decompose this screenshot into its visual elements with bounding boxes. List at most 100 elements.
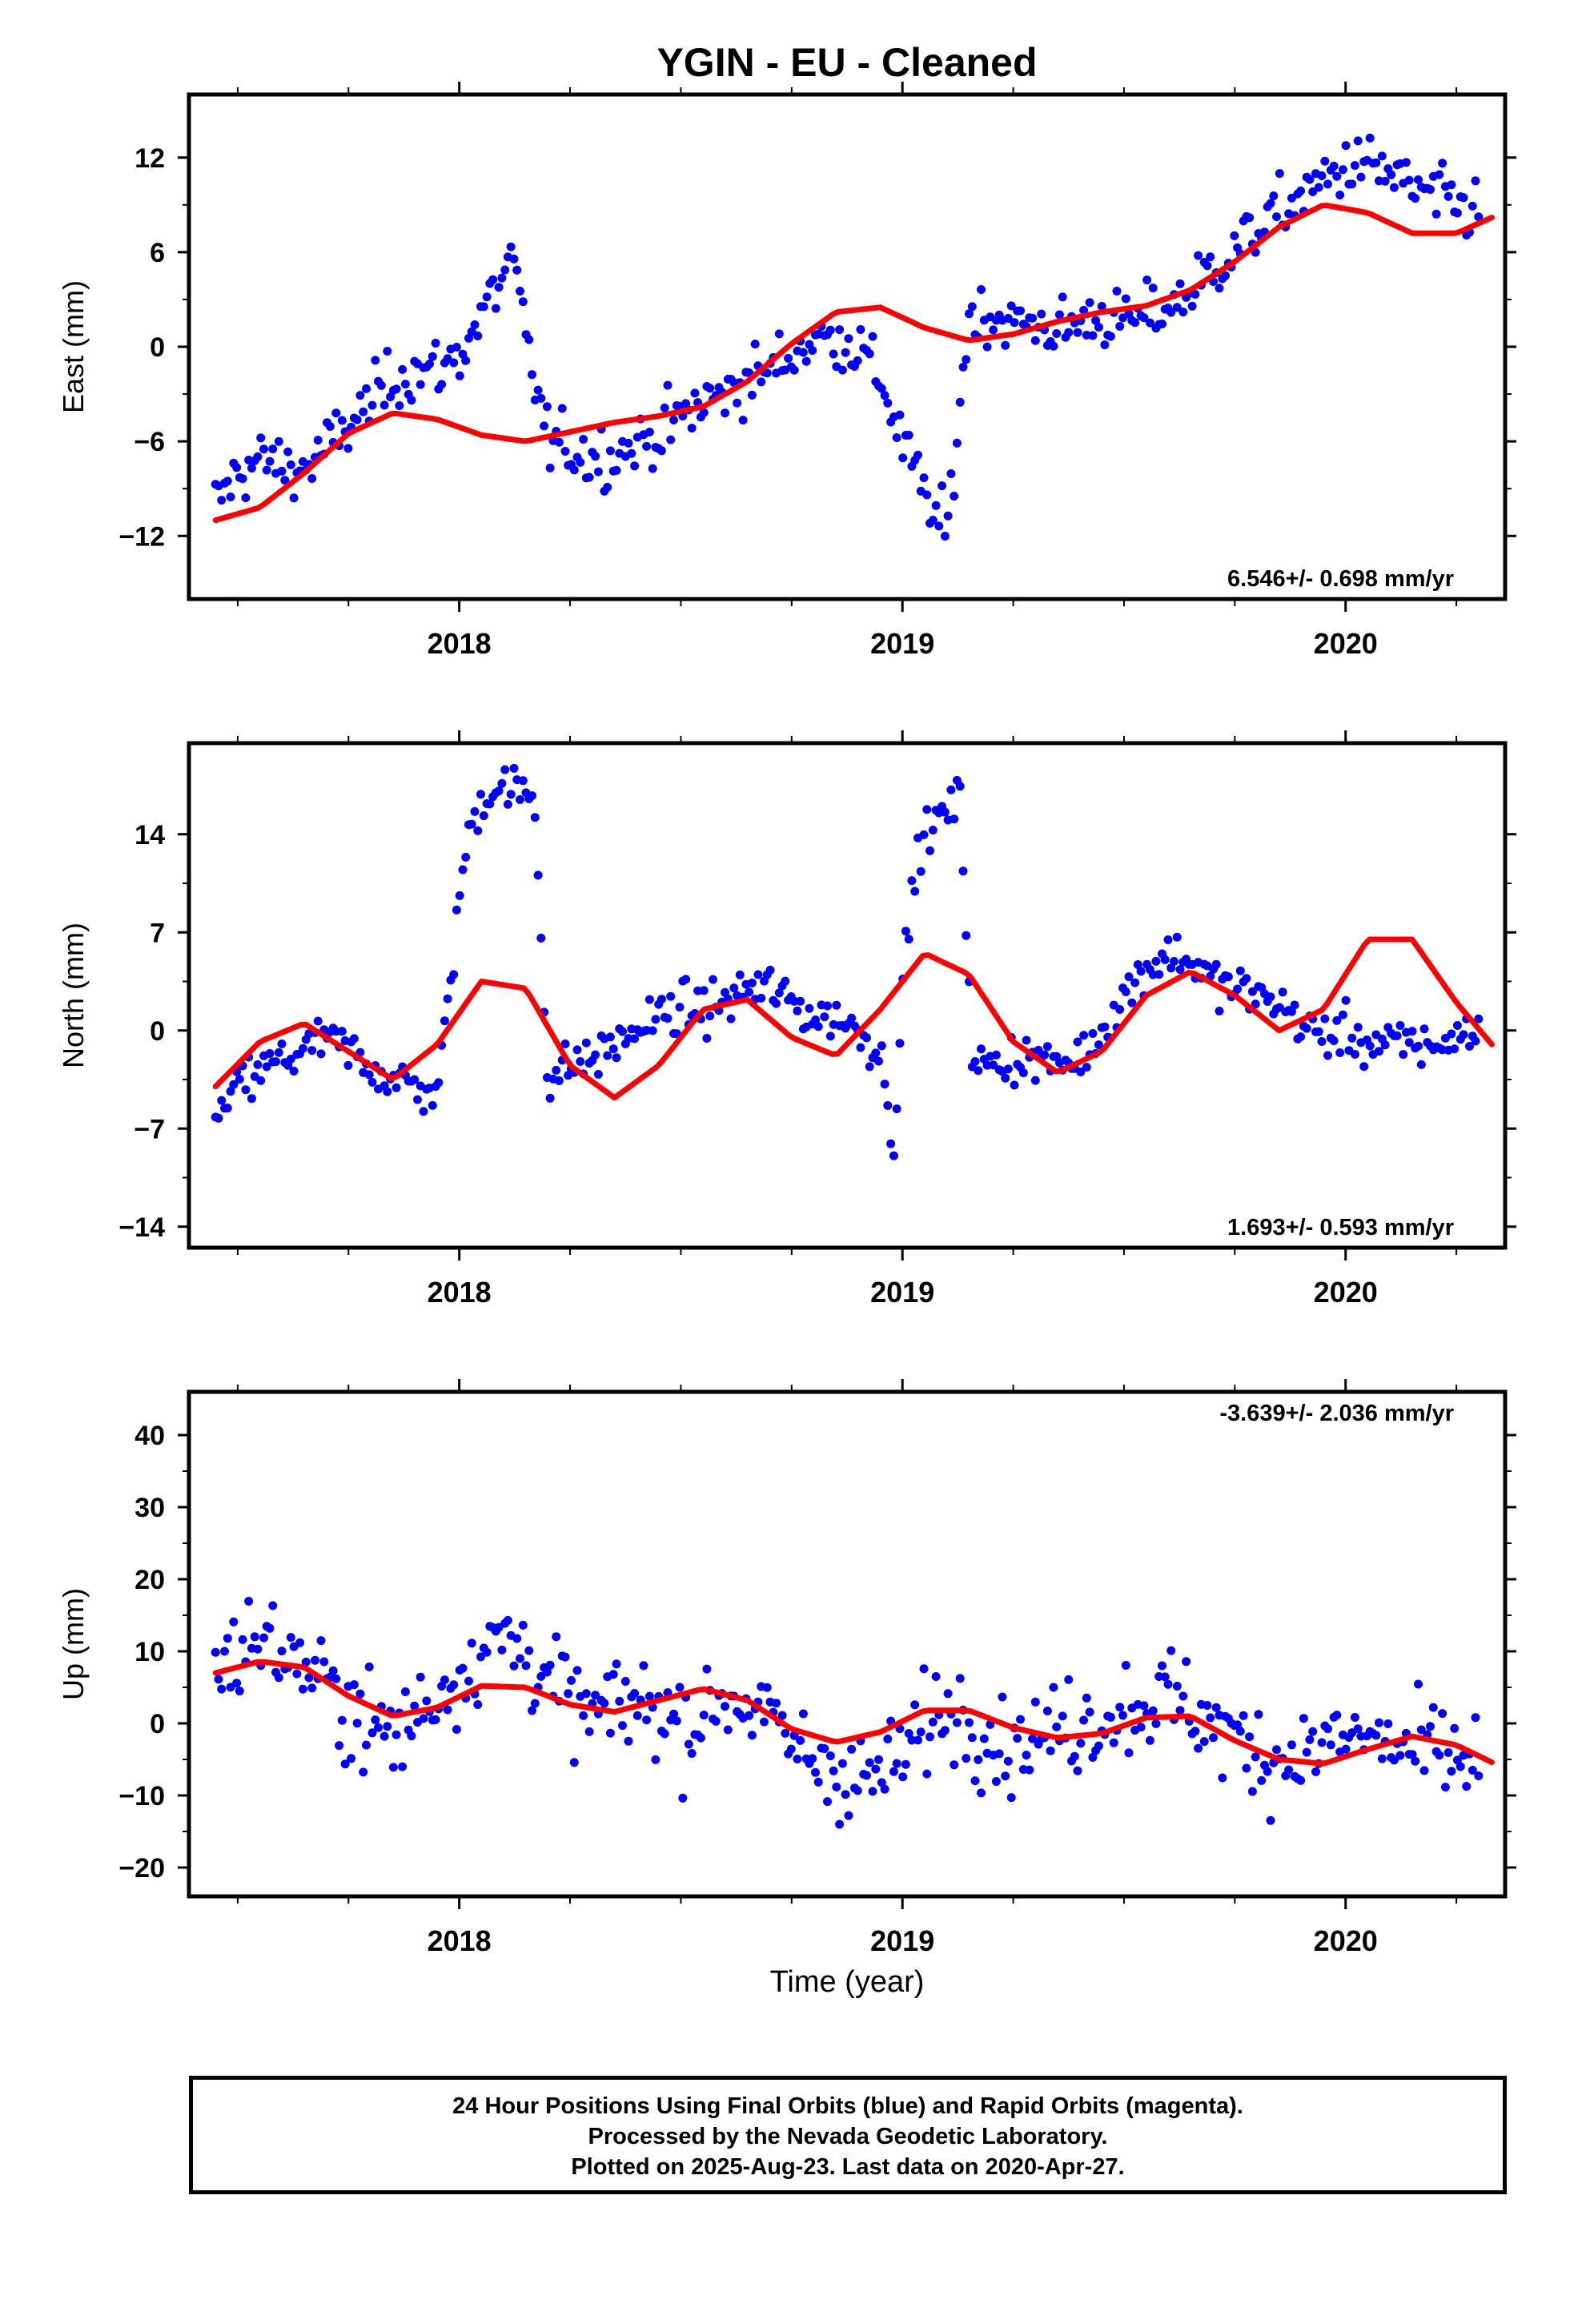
up-data-point	[277, 1647, 287, 1656]
north-data-point	[1121, 987, 1130, 996]
east-data-point	[533, 385, 543, 395]
up-data-point	[1447, 1767, 1456, 1776]
up-data-point	[1311, 1767, 1320, 1776]
up-data-point	[1284, 1765, 1294, 1775]
north-data-point	[1338, 1010, 1347, 1019]
east-data-point	[425, 360, 434, 368]
east-data-point	[1215, 283, 1224, 293]
up-data-point	[473, 1700, 483, 1709]
up-data-point	[374, 1723, 383, 1732]
up-data-point	[528, 1706, 536, 1715]
up-data-point	[651, 1755, 661, 1764]
north-data-point	[552, 1065, 561, 1075]
north-data-point	[880, 1080, 889, 1089]
north-data-point	[1452, 1021, 1462, 1030]
up-data-point	[1471, 1713, 1480, 1723]
up-data-point	[316, 1636, 326, 1646]
north-data-point	[823, 1001, 832, 1011]
up-data-point	[274, 1673, 283, 1683]
north-data-point	[316, 1049, 326, 1059]
up-data-point	[1199, 1737, 1209, 1747]
east-data-point	[784, 353, 793, 363]
north-data-point	[1094, 1040, 1103, 1050]
north-data-point	[440, 1016, 449, 1026]
up-data-point	[1085, 1707, 1094, 1717]
north-data-point	[214, 1113, 223, 1123]
east-data-point	[883, 398, 893, 408]
east-data-point	[1404, 175, 1414, 185]
up-data-point	[1178, 1691, 1188, 1701]
east-data-point	[895, 410, 905, 420]
up-data-point	[926, 1732, 934, 1742]
east-data-point	[217, 496, 227, 505]
east-data-point	[395, 401, 404, 410]
up-data-point	[974, 1755, 983, 1764]
east-data-point	[934, 521, 944, 531]
east-data-point	[1387, 170, 1396, 179]
up-model-curve	[212, 1659, 1495, 1767]
up-data-point	[1049, 1683, 1058, 1692]
up-data-point	[747, 1731, 757, 1740]
east-data-point	[1115, 322, 1125, 331]
north-data-point	[1215, 1007, 1224, 1015]
east-data-point	[554, 437, 564, 447]
up-data-point	[1416, 1725, 1426, 1735]
east-data-point	[952, 438, 962, 448]
north-data-point	[449, 970, 459, 979]
north-data-point	[666, 991, 676, 1001]
north-data-point	[663, 1014, 673, 1023]
north-data-point	[307, 1046, 317, 1055]
east-data-point	[473, 332, 483, 340]
up-data-point	[943, 1689, 953, 1699]
up-data-point	[1211, 1703, 1221, 1712]
up-data-point	[1375, 1718, 1383, 1727]
up-x-tick-label: 2019	[870, 1924, 934, 1957]
north-data-point	[1251, 999, 1260, 1009]
north-y-axis-label: North (mm)	[57, 923, 90, 1068]
up-y-tick-label: −10	[118, 1781, 165, 1811]
east-data-point	[898, 453, 908, 463]
east-x-tick-label: 2018	[428, 627, 492, 660]
north-data-point	[1247, 987, 1257, 996]
up-data-point	[615, 1696, 624, 1706]
north-data-point	[545, 1093, 555, 1103]
east-data-point	[1058, 292, 1067, 302]
east-data-point	[1206, 252, 1215, 262]
north-data-point	[904, 935, 913, 944]
north-data-point	[1359, 1062, 1369, 1072]
north-data-point	[1003, 1064, 1013, 1074]
north-y-tick-label: −14	[118, 1212, 165, 1243]
north-data-point	[877, 1041, 886, 1051]
east-data-point	[1431, 209, 1441, 219]
up-data-point	[618, 1721, 627, 1731]
north-y-tick-label: 14	[135, 820, 165, 850]
east-data-point	[1347, 179, 1357, 189]
up-data-point	[340, 1759, 350, 1769]
up-data-point	[1052, 1722, 1062, 1731]
north-data-point	[343, 1060, 353, 1070]
east-data-point	[612, 465, 621, 475]
up-data-point	[292, 1669, 302, 1679]
up-data-point	[1076, 1739, 1086, 1748]
up-data-point	[950, 1760, 959, 1770]
up-data-point	[1353, 1724, 1363, 1734]
north-data-point	[1160, 955, 1170, 964]
north-data-point	[247, 1094, 256, 1104]
up-data-point	[1299, 1714, 1308, 1723]
north-data-point	[811, 1015, 820, 1024]
north-data-point	[805, 1003, 814, 1013]
up-data-point	[913, 1735, 922, 1745]
north-data-point	[1175, 965, 1185, 975]
north-data-point	[1079, 1031, 1089, 1040]
east-data-point	[437, 380, 447, 389]
east-frame	[187, 92, 1508, 601]
north-data-point	[1242, 974, 1251, 983]
up-data-point	[419, 1714, 428, 1723]
north-data-point	[1335, 1048, 1345, 1057]
up-data-point	[1474, 1771, 1484, 1780]
north-data-point	[928, 826, 938, 834]
east-data-point	[482, 292, 492, 302]
east-data-point	[1028, 313, 1038, 323]
north-data-point	[991, 1050, 1001, 1059]
up-data-point	[994, 1749, 1004, 1759]
